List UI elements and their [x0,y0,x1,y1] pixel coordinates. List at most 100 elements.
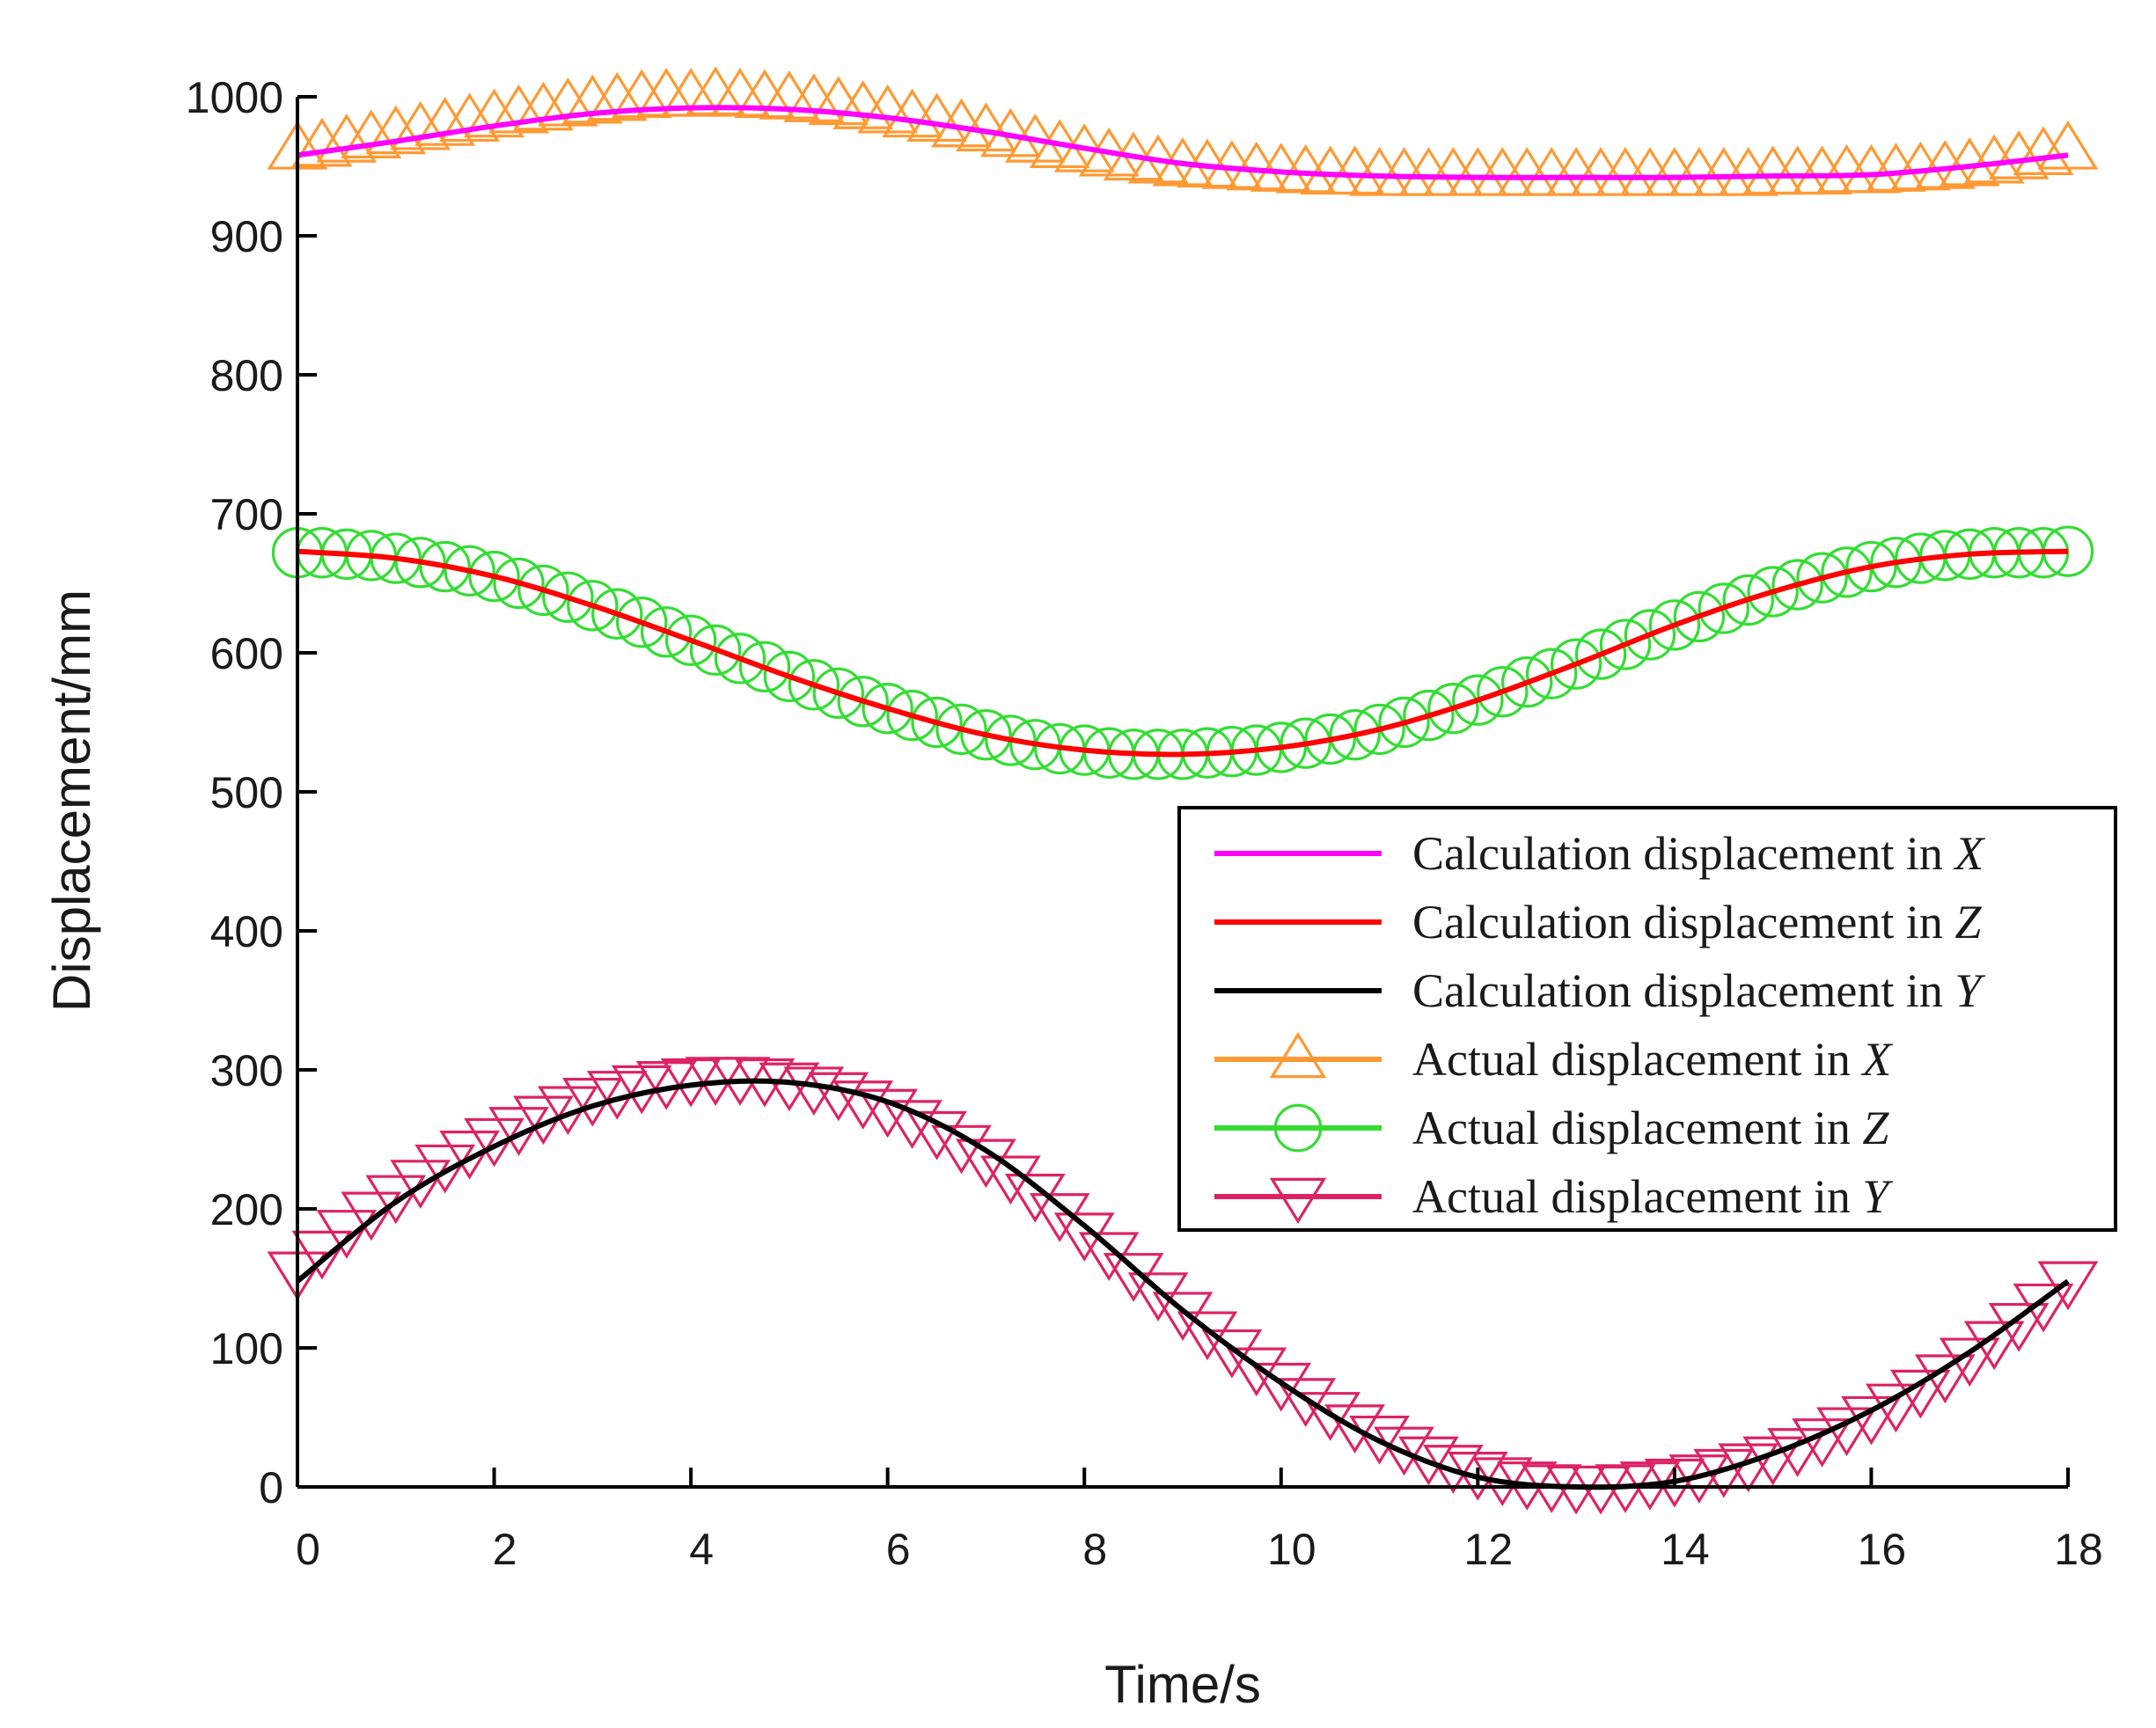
data-point [738,641,791,693]
y-tick-label: 700 [210,490,283,539]
y-axis-title: Displacement/mm [42,589,101,1012]
data-point [488,84,549,134]
legend-item: Actual displacement in Z [1214,1102,1889,1154]
legend-item: Calculation displacement in Z [1214,896,1982,948]
legend-item: Actual displacement in X [1214,1031,1893,1086]
data-point [1304,713,1356,765]
data-point [1250,1362,1312,1412]
x-tick-label: 2 [493,1525,517,1574]
data-point [1275,1378,1337,1427]
data-point [640,606,693,658]
data-point [1353,703,1405,756]
data-point [1398,1436,1459,1486]
y-tick-label: 100 [210,1324,283,1373]
x-tick-label: 10 [1267,1525,1316,1574]
x-tick-label: 6 [886,1525,911,1574]
data-point [616,597,668,648]
data-point [444,545,495,597]
data-point [1648,599,1701,651]
data-point [1280,717,1331,769]
y-tick-label: 200 [210,1185,283,1234]
data-point [591,588,643,640]
data-point [1427,683,1479,735]
data-point [812,667,864,720]
series-line-y [296,1078,2070,1490]
x-tick-label: 16 [1858,1525,1907,1574]
data-point [1152,1292,1214,1341]
data-point [414,1144,476,1194]
legend: Calculation displacement in X Calculation… [1177,806,2117,1232]
data-point [468,550,520,603]
data-point [1477,666,1529,718]
data-point [439,92,500,143]
data-point [906,1110,967,1161]
data-point [1988,130,2050,179]
y-tick-label: 800 [210,351,283,400]
data-point [365,1175,427,1225]
data-point [1550,638,1602,690]
legend-label: Calculation displacement in Y [1412,964,1985,1017]
data-point [1771,559,1823,611]
y-tick-label: 0 [259,1463,283,1512]
data-point [341,1191,402,1241]
data-point [316,1210,378,1259]
data-point [808,1072,869,1122]
data-point [561,74,623,124]
x-tick-label: 8 [1082,1525,1107,1574]
data-point [1624,609,1676,661]
data-point [542,571,594,624]
data-point [2037,120,2099,170]
data-point [1525,648,1578,699]
data-point [862,683,913,735]
legend-item: Actual displacement in Y [1214,1170,1893,1225]
y-tick-label: 300 [210,1046,283,1095]
data-point [390,100,451,150]
data-point [2037,1261,2099,1311]
data-point [1870,537,1922,589]
legend-marker [1269,1177,1327,1225]
data-point [464,88,524,138]
legend-label: Actual displacement in Y [1412,1170,1893,1223]
data-point [1673,590,1726,643]
data-point [316,113,378,163]
data-point [788,659,840,711]
axes: 0 100 200 300 400 500 600 700 800 900 1000 0 2 4 6 8 10 1… [42,73,2103,1714]
data-point [1255,721,1307,773]
data-point [935,703,987,756]
data-point [882,1100,942,1149]
legend-label: Calculation displacement in X [1412,827,1985,880]
data-point [1078,1232,1140,1282]
y-tick-label: 1000 [186,73,283,122]
data-point [365,105,427,155]
data-point [664,614,717,666]
data-point [714,633,766,685]
data-point [1599,619,1652,670]
data-point [960,709,1012,761]
x-axis-title: Time/s [1104,1655,1261,1714]
series-x-actual [267,66,2099,196]
legend-label: Calculation displacement in Z [1412,896,1982,948]
data-point [1796,552,1848,604]
data-point [419,540,471,593]
data-point [291,117,353,167]
data-point [394,537,446,589]
x-tick-label: 14 [1661,1525,1710,1574]
data-point [517,564,569,617]
data-point [341,109,402,158]
data-point [1378,696,1430,749]
y-tick-label: 600 [210,629,283,678]
x-tick-label: 4 [689,1525,714,1574]
plot-area [267,66,2099,1515]
data-point [1501,655,1553,708]
data-point [931,1124,992,1175]
data-point [1324,1404,1385,1453]
data-point [567,580,619,632]
legend-marker [1273,1103,1323,1153]
data-point [1821,546,1873,598]
data-point [1177,1311,1238,1361]
data-point [911,696,963,749]
data-point [783,1066,845,1117]
legend-marker [1269,1031,1327,1079]
data-point [513,1095,574,1146]
data-point [1722,574,1774,626]
